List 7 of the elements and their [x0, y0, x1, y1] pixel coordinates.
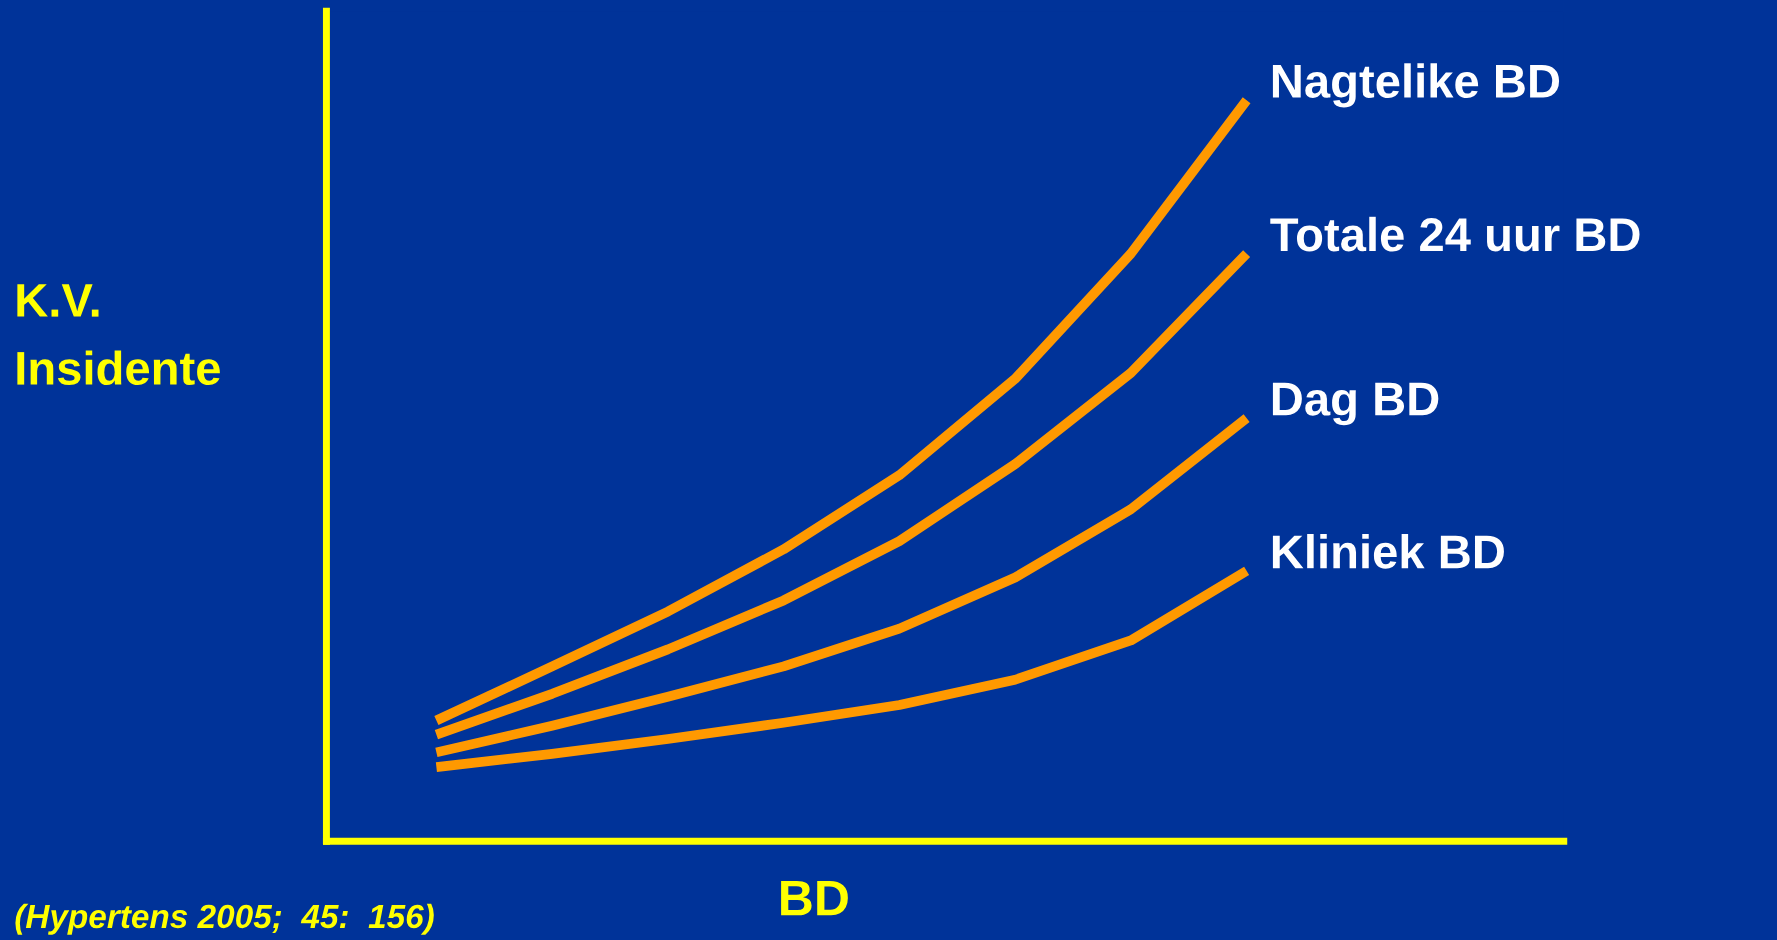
- series-label: Nagtelike BD: [1272, 63, 1560, 108]
- series-label: Totale 24 uur BD: [1270, 216, 1640, 252]
- series-label: Dag BD: [1272, 382, 1439, 426]
- x-axis-title: BD: [781, 880, 848, 916]
- y-axis-title: K.V. Insidente: [17, 284, 220, 386]
- series-label: Kliniek BD: [1272, 533, 1504, 569]
- text: (Hypertens 2005; 45: 156): [15, 903, 434, 935]
